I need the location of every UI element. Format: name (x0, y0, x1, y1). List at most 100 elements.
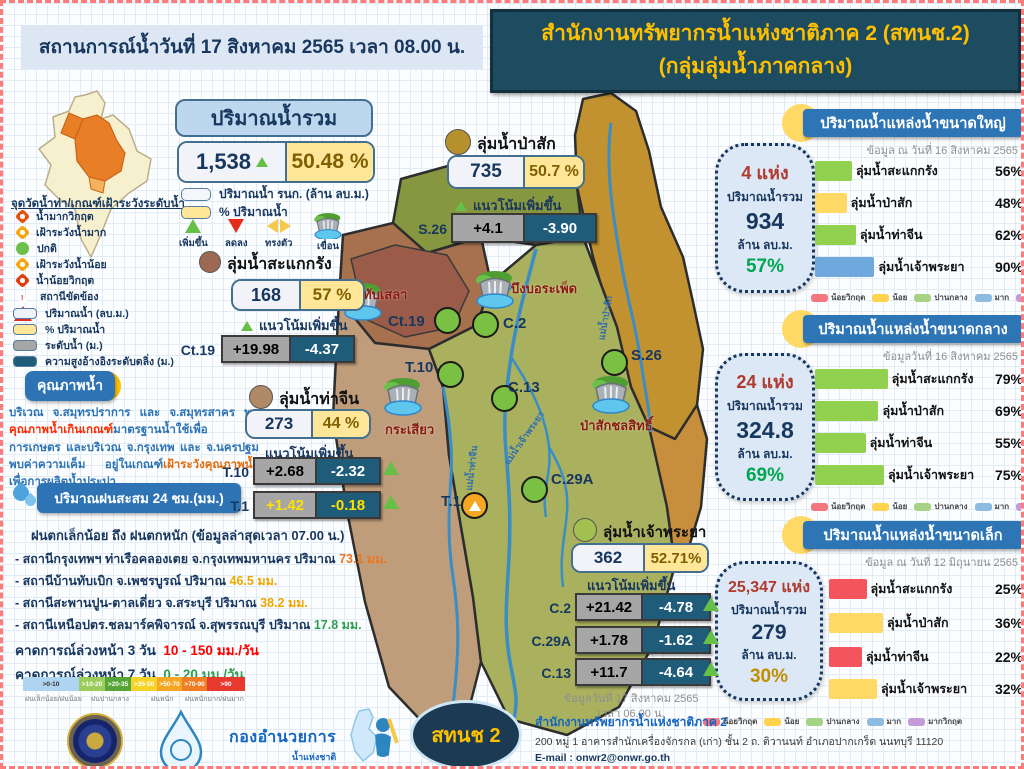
basin-volume: 362 (573, 545, 643, 571)
bar-row: ลุ่มน้ำป่าสัก 69% (815, 401, 1023, 421)
thailand-mini-map (38, 90, 152, 258)
map-station-marker-c13[interactable] (491, 385, 518, 412)
summary-card-medium: 24 แห่ง ปริมาณน้ำรวม 324.8 ล้าน ลบ.ม. 69… (715, 353, 815, 501)
legend-label: น้ำน้อยวิกฤต (36, 275, 95, 287)
site-count: 24 แห่ง (736, 372, 794, 392)
bar-row: ลุ่มน้ำเจ้าพระยา 75% (815, 465, 1021, 485)
quality-seg-3: มาตรฐานน้ำใช้เพื่อการเกษตร และบริเวณ จ.ก… (9, 424, 259, 471)
rain-station-line: - สถานีบ้านทับเบิก จ.เพชรบูรณ์ ปริมาณ 46… (15, 571, 277, 591)
total-value: 279 (751, 620, 787, 644)
status-label: น้อย (784, 717, 800, 726)
station-code-c2: C.2 (549, 600, 571, 616)
total-water-title: ปริมาณน้ำรวม (175, 99, 373, 137)
station-legend-title: จุดวัดน้ำท่า/เกณฑ์เฝ้าระวังระดับน้ำ (11, 198, 185, 210)
panel-date-large: ข้อมูล ณ วันที่ 16 สิงหาคม 2565 (866, 145, 1018, 157)
legend-item-crit-high: น้ำมากวิกฤต (14, 208, 94, 225)
bank-height-swatch (13, 356, 37, 367)
map-station-marker-s26[interactable] (601, 349, 628, 376)
legend-item-volume: ปริมาณน้ำ (ลบ.ม.) (13, 306, 129, 321)
status-swatch (1016, 293, 1021, 302)
station-bank: -1.62 (643, 628, 709, 652)
status-legend-item: มากวิกฤต (1016, 291, 1021, 304)
bar-label: ลุ่มน้ำป่าสัก (850, 196, 913, 210)
rain-scale-seg: >70-90 (182, 677, 207, 691)
map-station-marker-ct19[interactable] (434, 307, 461, 334)
bar-value: 32% (994, 681, 1023, 697)
station-code-t1: T.1 (230, 498, 249, 514)
quality-seg-2: คุณภาพน้ำเกินเกณฑ์ (9, 424, 114, 437)
bar-row: ลุ่มน้ำป่าสัก 48% (815, 193, 1021, 213)
status-swatch (872, 502, 890, 511)
rain-scale-seg: >35-50 (131, 677, 157, 691)
status-label: น้อยวิกฤต (723, 717, 758, 726)
panel-title-small: ปริมาณน้ำแหล่งน้ำขนาดเล็ก (803, 521, 1021, 549)
status-label: ปานกลาง (826, 717, 860, 726)
bar-row: ลุ่มน้ำท่าจีน 62% (815, 225, 1021, 245)
bar-label: ลุ่มน้ำป่าสัก (882, 404, 945, 418)
percent-legend-row: % ปริมาณน้ำ (181, 205, 288, 220)
status-swatch (974, 502, 992, 511)
dam-icon-pasakjolasid (591, 375, 630, 414)
rain-station-line: - สถานีกรุงเทพฯ ท่าเรือคลองเตย จ.กรุงเทพ… (15, 549, 387, 569)
quality-seg-1: บริเวณ จ.สมุทรปราการ และ จ.สมุทรสาคร พบ (9, 407, 259, 419)
status-legend-item: น้อยวิกฤต (703, 715, 757, 728)
status-label: มาก (994, 502, 1010, 511)
total-unit: ล้าน ลบ.ม. (737, 447, 793, 461)
stable-icon (266, 219, 278, 233)
map-station-marker-t10[interactable] (437, 361, 464, 388)
bar-row: ลุ่มน้ำท่าจีน 55% (815, 433, 1021, 453)
status-swatch (914, 502, 932, 511)
status-swatch (764, 717, 782, 726)
bar-value: 56% (994, 163, 1023, 179)
status-label: ปานกลาง (934, 502, 968, 511)
status-label: น้อยวิกฤต (831, 502, 866, 511)
station-row-t1: +1.42 -0.18 (253, 491, 381, 519)
quality-seg-4: เฝ้าระวังคุณภาพน้ำ (163, 458, 259, 471)
dept-logo-graphic (350, 708, 399, 763)
legend-label: ปกติ (37, 243, 57, 255)
total-percent: 69% (745, 465, 785, 486)
water-quality-button[interactable]: คุณภาพน้ำ (25, 371, 115, 401)
total-water-percent: 50.48 % (285, 143, 373, 181)
row-up-trend-icon (383, 461, 399, 475)
status-legend-item: น้อยวิกฤต (811, 291, 865, 304)
basin-title-pasak: ลุ่มน้ำป่าสัก (477, 136, 556, 153)
bar-value: 90% (994, 259, 1023, 275)
total-percent: 30% (749, 665, 789, 687)
summary-card-large: 4 แห่ง ปริมาณน้ำรวม 934 ล้าน ลบ.ม. 57% (715, 143, 815, 293)
dam-icon-bungboraphet (475, 270, 514, 309)
row-up-trend-icon (383, 495, 399, 509)
row-up-trend-icon (703, 662, 719, 676)
bar-label: ลุ่มน้ำเจ้าพระยา (878, 260, 965, 274)
total-unit: ล้าน ลบ.ม. (741, 647, 797, 662)
org-title-line1: สำนักงานทรัพยากรน้ำแห่งชาติภาค 2 (สทนช.2… (541, 22, 970, 46)
map-station-marker-t1[interactable] (461, 492, 488, 519)
volume-swatch (181, 188, 211, 201)
station-row-t10: +2.68 -2.32 (253, 457, 381, 485)
map-station-label-t10: T.10 (405, 359, 434, 376)
status-legend-item: มาก (974, 500, 1010, 513)
bar (829, 679, 877, 699)
trend-icon-stable-group: ทรงตัว (265, 219, 293, 251)
forecast-value: 10 - 150 มม./วัน (163, 643, 259, 658)
rain-scale-seg: >20-35 (105, 677, 131, 691)
bar (815, 257, 875, 277)
footer-org-name: สำนักงานทรัพยากรน้ำแห่งชาติภาค 2 (535, 715, 727, 729)
map-station-marker-c29a[interactable] (521, 476, 548, 503)
dam-label: เขื่อน (317, 241, 339, 252)
volume-legend-row: ปริมาณน้ำ รนก. (ล้าน ลบ.ม.) (181, 187, 369, 202)
warning-triangle-icon (14, 289, 32, 321)
bar-row: ลุ่มน้ำเจ้าพระยา 90% (815, 257, 1023, 277)
map-station-marker-c2[interactable] (472, 311, 499, 338)
bar (829, 647, 862, 667)
bar-row: ลุ่มน้ำสะแกกรัง 56% (815, 161, 1023, 181)
legend-item-normal: ปกติ (16, 241, 57, 256)
basin-volume: 735 (449, 157, 523, 187)
status-swatch (974, 293, 992, 302)
org-title-line2: (กลุ่มลุ่มน้ำภาคกลาง) (658, 55, 853, 78)
status-label: มากวิกฤต (928, 717, 963, 726)
bar-value: 69% (994, 403, 1023, 419)
trend-label-sakaekrang: แนวโน้มเพิ่มขึ้น (241, 315, 347, 336)
status-swatch (914, 293, 932, 302)
